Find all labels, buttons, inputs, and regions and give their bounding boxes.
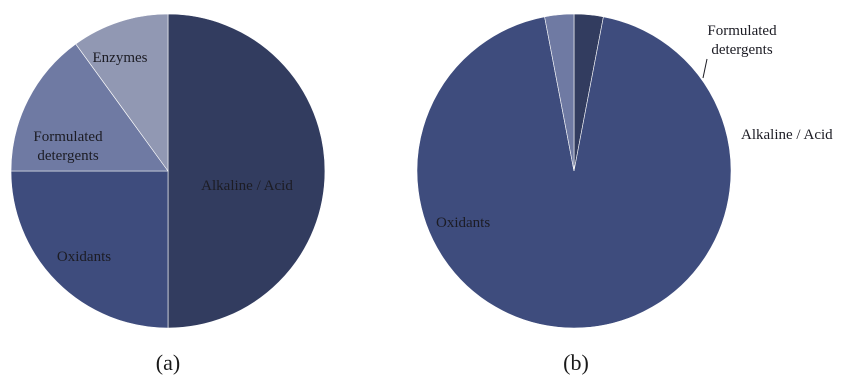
slice-label-formulated-detergents-a: Formulated detergents (33, 129, 103, 164)
slice-label-oxidants-b: Oxidants (436, 215, 490, 231)
pie-slice-oxidants-b (416, 16, 732, 329)
slice-label-alkaline-acid-a: Alkaline / Acid (201, 178, 293, 194)
pie-slice-enzymes-a (75, 13, 169, 172)
pie-slice-oxidants-a (10, 170, 169, 329)
slice-label-formulated-detergents-b: Formulated detergents (707, 23, 777, 58)
pie-slice-formulated-detergents-b (544, 13, 575, 172)
pie-chart-b: Alkaline / Acid Oxidants Formulated deterge… (416, 13, 833, 329)
slice-label-alkaline-acid-b: Alkaline / Acid (741, 127, 833, 143)
leader-line-formulated-detergents-b (702, 58, 708, 79)
slice-label-enzymes-a: Enzymes (93, 50, 148, 66)
slice-label-oxidants-a: Oxidants (57, 249, 111, 265)
panel-label-a: (a) (156, 350, 180, 375)
panel-label-b: (b) (563, 350, 589, 375)
pie-slice-formulated-detergents-a (10, 43, 169, 172)
pie-chart-a: Alkaline / Acid Oxidants Formulated deterge… (10, 13, 326, 329)
pie-slice-alkaline-acid-a (167, 13, 326, 329)
